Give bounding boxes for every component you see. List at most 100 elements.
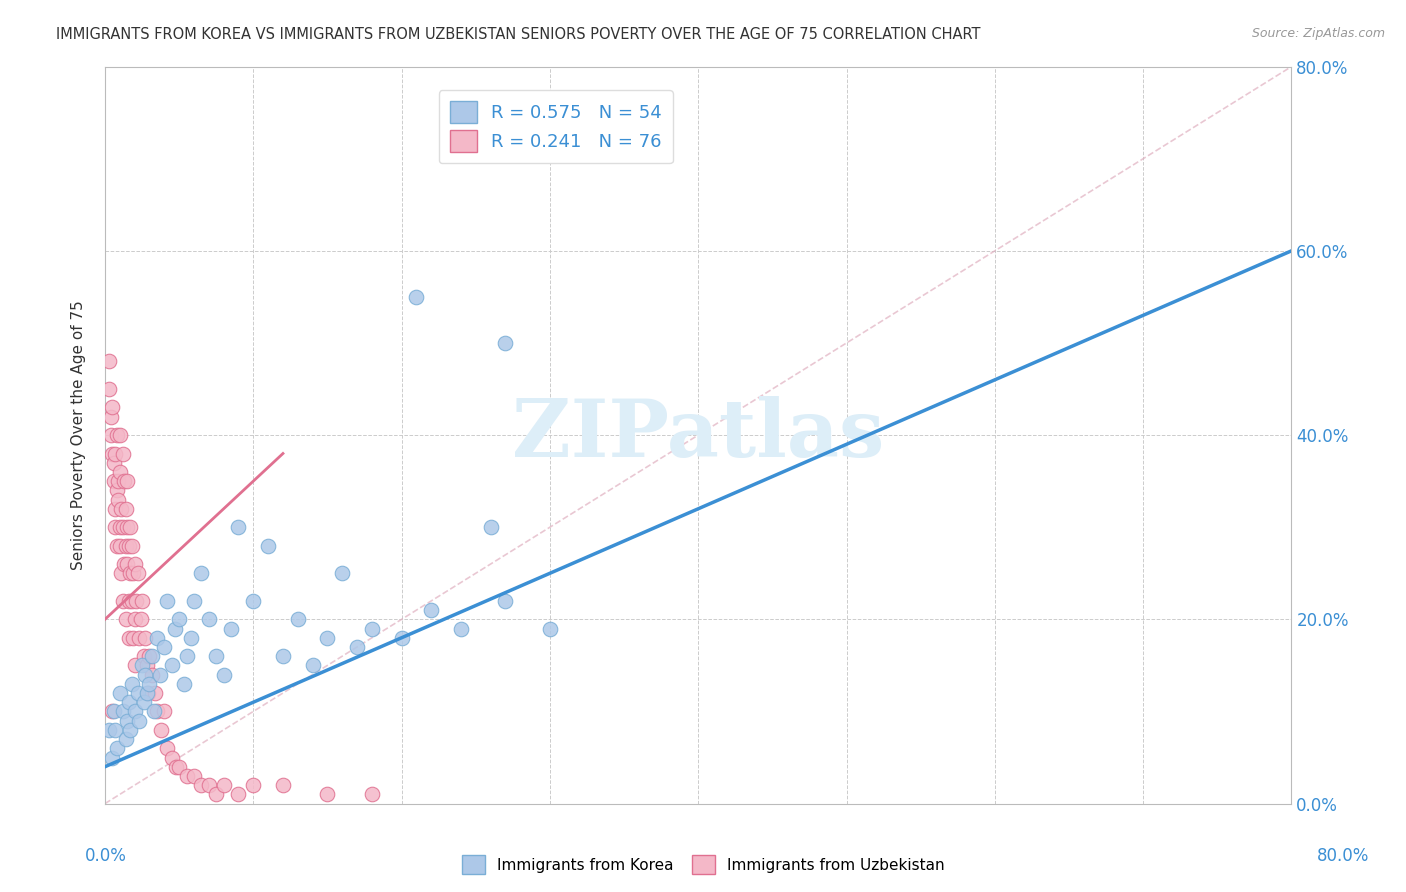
Point xyxy=(494,335,516,350)
Point xyxy=(104,501,127,516)
Point xyxy=(135,686,157,700)
Point xyxy=(257,539,280,553)
Point xyxy=(134,667,156,681)
Text: 80.0%: 80.0% xyxy=(1316,847,1369,865)
Point xyxy=(105,539,128,553)
Point xyxy=(111,705,134,719)
Point xyxy=(124,658,146,673)
Point xyxy=(146,631,169,645)
Point xyxy=(167,760,190,774)
Point xyxy=(138,649,160,664)
Point xyxy=(163,622,186,636)
Point xyxy=(120,723,142,737)
Point xyxy=(115,557,138,571)
Point xyxy=(112,474,135,488)
Point xyxy=(107,474,129,488)
Point xyxy=(183,769,205,783)
Text: 0.0%: 0.0% xyxy=(84,847,127,865)
Point xyxy=(242,594,264,608)
Point xyxy=(228,788,250,802)
Point xyxy=(98,382,121,396)
Point xyxy=(346,640,368,654)
Point xyxy=(124,557,146,571)
Point xyxy=(110,501,132,516)
Point xyxy=(104,520,127,534)
Point xyxy=(100,409,122,424)
Point xyxy=(160,750,183,764)
Point xyxy=(114,539,136,553)
Point xyxy=(118,631,141,645)
Point xyxy=(361,788,384,802)
Point xyxy=(101,446,124,460)
Point xyxy=(121,594,143,608)
Point xyxy=(198,612,221,626)
Point xyxy=(108,539,131,553)
Point xyxy=(219,622,242,636)
Point xyxy=(271,778,294,792)
Point xyxy=(132,649,155,664)
Point xyxy=(141,649,163,664)
Point xyxy=(212,778,235,792)
Point xyxy=(114,501,136,516)
Point xyxy=(115,520,138,534)
Point xyxy=(107,492,129,507)
Point xyxy=(111,594,134,608)
Point xyxy=(103,456,125,470)
Point xyxy=(124,612,146,626)
Point xyxy=(198,778,221,792)
Point xyxy=(98,354,121,368)
Point xyxy=(538,622,561,636)
Point xyxy=(110,566,132,581)
Point xyxy=(153,640,176,654)
Point xyxy=(111,520,134,534)
Point xyxy=(138,677,160,691)
Point xyxy=(124,705,146,719)
Point xyxy=(287,612,309,626)
Point xyxy=(108,520,131,534)
Point xyxy=(141,667,163,681)
Point xyxy=(136,686,159,700)
Point xyxy=(190,566,212,581)
Point xyxy=(108,428,131,442)
Point xyxy=(142,705,165,719)
Point xyxy=(108,465,131,479)
Point xyxy=(111,446,134,460)
Point xyxy=(118,539,141,553)
Point xyxy=(121,539,143,553)
Point xyxy=(122,566,145,581)
Point xyxy=(122,631,145,645)
Point xyxy=(114,732,136,747)
Point xyxy=(361,622,384,636)
Point xyxy=(101,401,124,415)
Point xyxy=(391,631,413,645)
Point xyxy=(153,705,176,719)
Point xyxy=(129,612,152,626)
Point xyxy=(205,649,228,664)
Point xyxy=(135,658,157,673)
Point xyxy=(132,695,155,709)
Point xyxy=(134,631,156,645)
Point xyxy=(128,714,150,728)
Point xyxy=(420,603,443,617)
Point xyxy=(118,594,141,608)
Point xyxy=(128,631,150,645)
Point xyxy=(183,594,205,608)
Point xyxy=(120,566,142,581)
Point xyxy=(105,483,128,498)
Point xyxy=(165,760,187,774)
Text: IMMIGRANTS FROM KOREA VS IMMIGRANTS FROM UZBEKISTAN SENIORS POVERTY OVER THE AGE: IMMIGRANTS FROM KOREA VS IMMIGRANTS FROM… xyxy=(56,27,981,42)
Point xyxy=(120,520,142,534)
Point xyxy=(494,594,516,608)
Point xyxy=(112,557,135,571)
Point xyxy=(190,778,212,792)
Point xyxy=(330,566,353,581)
Point xyxy=(105,428,128,442)
Point xyxy=(450,622,472,636)
Point xyxy=(103,474,125,488)
Point xyxy=(121,677,143,691)
Point xyxy=(271,649,294,664)
Point xyxy=(150,723,173,737)
Point xyxy=(156,594,179,608)
Point xyxy=(301,658,323,673)
Point xyxy=(104,446,127,460)
